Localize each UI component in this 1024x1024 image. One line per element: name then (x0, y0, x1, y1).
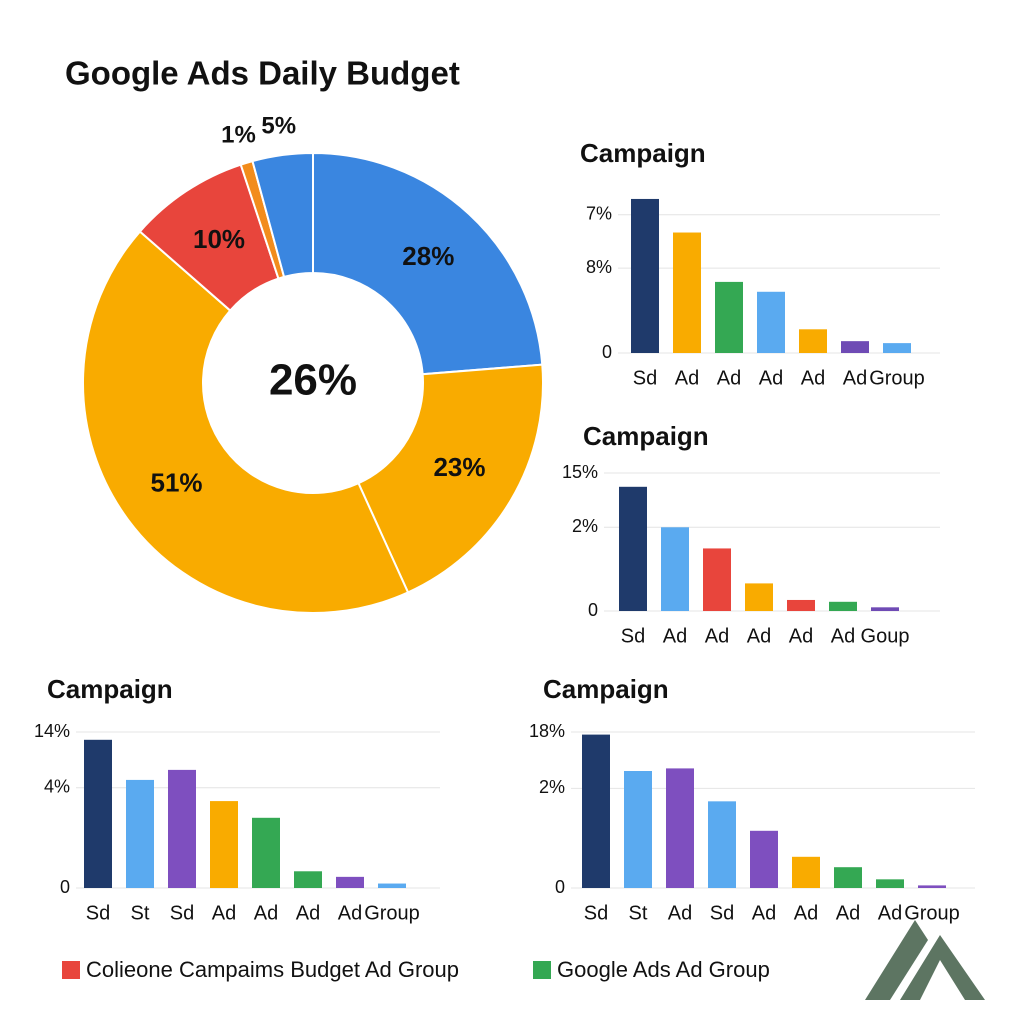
legend-swatch (533, 961, 551, 979)
bar (619, 486, 647, 611)
y-tick-label: 14% (34, 721, 70, 741)
x-tick-label: Ad (789, 625, 813, 647)
y-tick-label: 8% (586, 257, 612, 277)
x-tick-label: Group (904, 902, 960, 924)
y-tick-label: 0 (555, 877, 565, 897)
bar (336, 876, 364, 888)
bar (871, 607, 899, 611)
bar (799, 329, 827, 353)
bar (582, 734, 610, 888)
y-tick-label: 2% (572, 516, 598, 536)
x-tick-label: Ad (794, 902, 818, 924)
x-tick-label: Ad (843, 367, 867, 389)
bar (294, 871, 322, 888)
x-tick-label: Ad (801, 367, 825, 389)
bar (876, 879, 904, 888)
x-tick-label: Ad (747, 625, 771, 647)
bar (624, 771, 652, 888)
y-tick-label: 18% (529, 721, 565, 741)
bar (631, 198, 659, 353)
logo (865, 920, 985, 1000)
x-tick-label: Ad (338, 902, 362, 924)
bar (757, 291, 785, 353)
bar (787, 599, 815, 611)
y-tick-label: 15% (562, 462, 598, 482)
data-label: 23% (433, 452, 485, 482)
x-tick-label: Ad (878, 902, 902, 924)
legend-label: Colieone Campaims Budget Ad Group (86, 957, 459, 982)
bar (829, 601, 857, 611)
y-tick-label: 0 (602, 342, 612, 362)
x-tick-label: Sd (621, 625, 645, 647)
x-tick-label: Goup (861, 625, 910, 647)
chart-title: Campaign (583, 421, 709, 451)
x-tick-label: Sd (86, 902, 110, 924)
chart-title: Campaign (580, 138, 706, 168)
bar (210, 801, 238, 888)
x-tick-label: Ad (296, 902, 320, 924)
bar (834, 867, 862, 888)
bar (661, 527, 689, 611)
x-tick-label: St (629, 902, 648, 924)
bar (252, 817, 280, 888)
legend-label: Google Ads Ad Group (557, 957, 770, 982)
donut-slice (82, 230, 410, 614)
donut-slice (312, 151, 544, 376)
bar (792, 856, 820, 888)
bar (378, 883, 406, 888)
bar (883, 343, 911, 353)
y-tick-label: 4% (44, 776, 70, 796)
donut-slice (357, 363, 544, 594)
x-tick-label: Group (869, 367, 925, 389)
bar (673, 232, 701, 353)
bar (84, 739, 112, 888)
donut-slice (251, 151, 314, 279)
x-tick-label: Ad (717, 367, 741, 389)
center-label: 26% (269, 356, 357, 405)
y-tick-label: 0 (60, 877, 70, 897)
chart-title: Campaign (543, 674, 669, 704)
x-tick-label: Ad (836, 902, 860, 924)
bar (715, 281, 743, 353)
x-tick-label: Ad (675, 367, 699, 389)
legend-swatch (62, 961, 80, 979)
data-label: 5% (261, 113, 296, 140)
bar (168, 769, 196, 888)
chart-title: Google Ads Daily Budget (65, 55, 460, 92)
x-tick-label: Ad (254, 902, 278, 924)
data-label: 28% (402, 241, 454, 271)
chart-title: Campaign (47, 674, 173, 704)
bar (841, 341, 869, 353)
x-tick-label: Sd (633, 367, 657, 389)
bar (918, 885, 946, 888)
bar (126, 779, 154, 888)
y-tick-label: 7% (586, 204, 612, 224)
x-tick-label: Ad (752, 902, 776, 924)
x-tick-label: Ad (212, 902, 236, 924)
y-tick-label: 0 (588, 600, 598, 620)
x-tick-label: Ad (663, 625, 687, 647)
bar (666, 768, 694, 888)
x-tick-label: Ad (759, 367, 783, 389)
x-tick-label: Group (364, 902, 420, 924)
data-label: 51% (151, 467, 203, 497)
bar (703, 548, 731, 611)
bar (745, 583, 773, 611)
bar (708, 801, 736, 888)
data-label: 10% (193, 224, 245, 254)
data-label: 1% (221, 121, 256, 148)
x-tick-label: Ad (705, 625, 729, 647)
x-tick-label: Sd (584, 902, 608, 924)
x-tick-label: St (131, 902, 150, 924)
logo-shape (900, 935, 985, 1000)
x-tick-label: Ad (831, 625, 855, 647)
x-tick-label: Sd (170, 902, 194, 924)
bar (750, 830, 778, 888)
y-tick-label: 2% (539, 777, 565, 797)
x-tick-label: Sd (710, 902, 734, 924)
logo-shape (865, 920, 928, 1000)
x-tick-label: Ad (668, 902, 692, 924)
